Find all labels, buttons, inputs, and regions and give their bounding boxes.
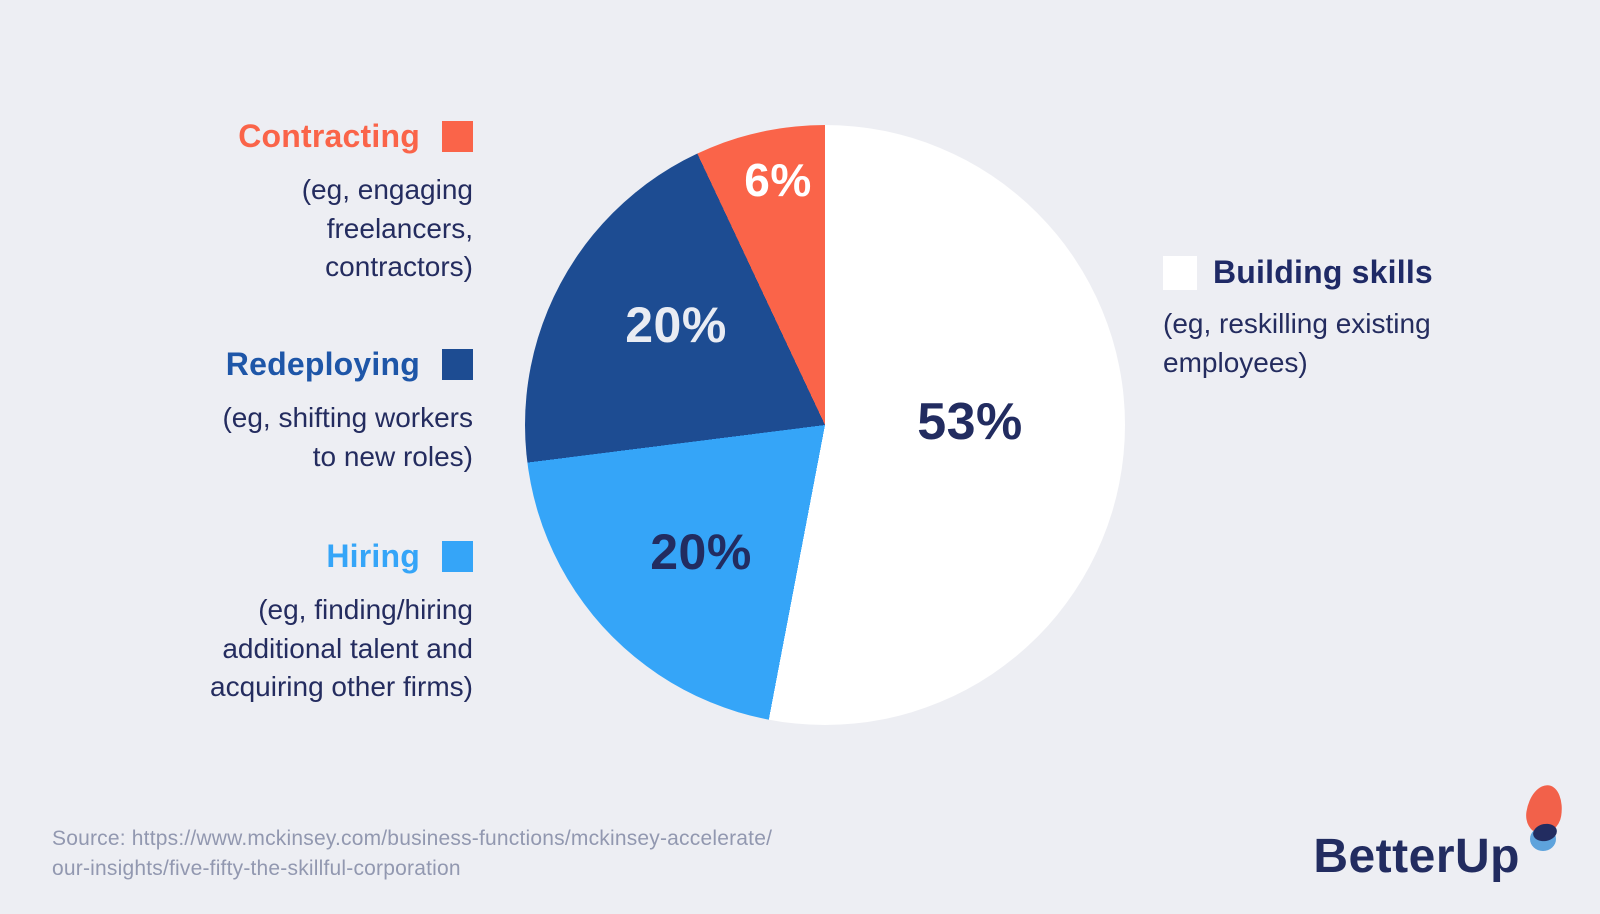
legend-redeploying-title: Redeploying <box>225 346 420 382</box>
legend-hiring: Hiring (eg, finding/hiring additional ta… <box>13 538 473 707</box>
legend-contracting-title: Contracting <box>238 118 420 154</box>
legend-building-skills: Building skills (eg, reskilling existing… <box>1163 254 1523 382</box>
legend-contracting-description: (eg, engaging freelancers, contractors) <box>13 171 473 287</box>
building-skills-swatch-icon <box>1163 255 1197 290</box>
legend-hiring-desc-line: (eg, finding/hiring <box>258 594 473 625</box>
legend-redeploying-desc-line: (eg, shifting workers <box>222 402 473 433</box>
pie-label-contracting: 6% <box>744 154 812 206</box>
legend-contracting: Contracting (eg, engaging freelancers, c… <box>13 118 473 287</box>
source-line-1: Source: https://www.mckinsey.com/busines… <box>52 827 773 850</box>
legend-building-skills-title: Building skills <box>1213 254 1433 290</box>
legend-contracting-heading: Contracting <box>13 118 473 155</box>
pie-label-building-skills: 53% <box>917 393 1023 451</box>
legend-building-skills-desc-line: employees) <box>1163 346 1308 378</box>
source-line-2: our-insights/five-fifty-the-skillful-cor… <box>52 857 461 880</box>
legend-contracting-desc-line: freelancers, <box>326 212 473 244</box>
legend-hiring-desc-line: acquiring other firms) <box>210 671 473 702</box>
hiring-swatch-icon <box>442 541 473 572</box>
legend-redeploying-desc-line: to new roles) <box>312 440 473 472</box>
betterup-logo-text: BetterUp <box>1313 830 1520 883</box>
legend-hiring-description: (eg, finding/hiring additional talent an… <box>13 591 473 707</box>
legend-hiring-heading: Hiring <box>13 538 473 575</box>
legend-contracting-desc-line: contractors) <box>325 251 473 282</box>
pie-label-hiring: 20% <box>650 524 752 580</box>
legend-building-skills-description: (eg, reskilling existing employees) <box>1163 305 1523 382</box>
source-attribution: Source: https://www.mckinsey.com/busines… <box>52 824 772 884</box>
legend-redeploying: Redeploying (eg, shifting workers to new… <box>13 346 473 476</box>
pie-chart: 53% 20% 20% 6% <box>525 125 1125 725</box>
contracting-swatch-icon <box>442 121 473 152</box>
redeploying-swatch-icon <box>442 349 473 380</box>
legend-building-skills-desc-line: (eg, reskilling existing <box>1163 308 1431 339</box>
legend-contracting-desc-line: (eg, engaging <box>301 174 473 205</box>
legend-hiring-title: Hiring <box>326 538 420 574</box>
legend-building-skills-heading: Building skills <box>1163 254 1523 291</box>
pie-label-redeploying: 20% <box>625 297 727 353</box>
betterup-logo-icon <box>1523 782 1566 853</box>
legend-redeploying-heading: Redeploying <box>13 346 473 383</box>
legend-hiring-desc-line: additional talent and <box>222 632 473 664</box>
legend-redeploying-description: (eg, shifting workers to new roles) <box>13 399 473 476</box>
